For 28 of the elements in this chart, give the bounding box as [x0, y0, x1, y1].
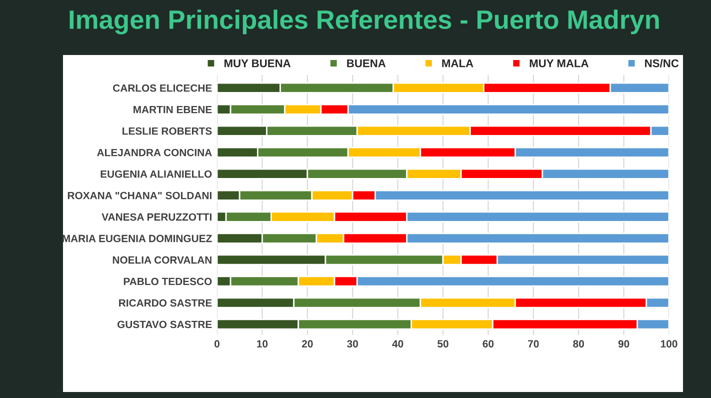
x-tick-label: 70 [528, 340, 539, 348]
x-tick-label: 50 [438, 340, 448, 348]
x-tick-label: 0 [214, 340, 220, 348]
y-tick-label: PABLO TEDESCO [124, 278, 212, 286]
legend-label: MUY BUENA [224, 59, 291, 68]
chart-title: Imagen Principales Referentes - Puerto Madryn [70, 10, 659, 34]
y-tick-label: ALEJANDRA CONCINA [97, 148, 212, 156]
x-tick-label: 20 [302, 340, 313, 348]
y-tick-label: EUGENIA ALIANIELLO [100, 170, 212, 178]
legend-label: NS/NC [645, 59, 679, 68]
x-tick-label: 40 [392, 340, 404, 348]
y-tick-label: NOELIA CORVALAN [112, 256, 212, 264]
y-tick-label: CARLOS ELICECHE [113, 84, 212, 92]
y-tick-label: GUSTAVO SASTRE [117, 320, 212, 328]
y-tick-label: ROXANA "CHANA" SOLDANI [68, 192, 212, 200]
x-tick-label: 100 [660, 340, 678, 348]
legend-label: MUY MALA [530, 59, 588, 68]
x-tick-label: 90 [618, 340, 630, 348]
legend-label: MALA [442, 59, 474, 68]
x-tick-label: 60 [482, 340, 494, 348]
y-tick-label: VANESA PERUZZOTTI [102, 213, 212, 221]
y-tick-label: RICARDO SASTRE [119, 299, 212, 307]
y-tick-label: MARTIN EBENE [134, 106, 212, 114]
y-tick-label: LESLIE ROBERTS [122, 127, 212, 135]
x-tick-label: 80 [573, 340, 584, 348]
x-tick-label: 30 [347, 340, 358, 348]
legend-label: BUENA [347, 59, 386, 68]
x-tick-label: 10 [257, 340, 268, 348]
